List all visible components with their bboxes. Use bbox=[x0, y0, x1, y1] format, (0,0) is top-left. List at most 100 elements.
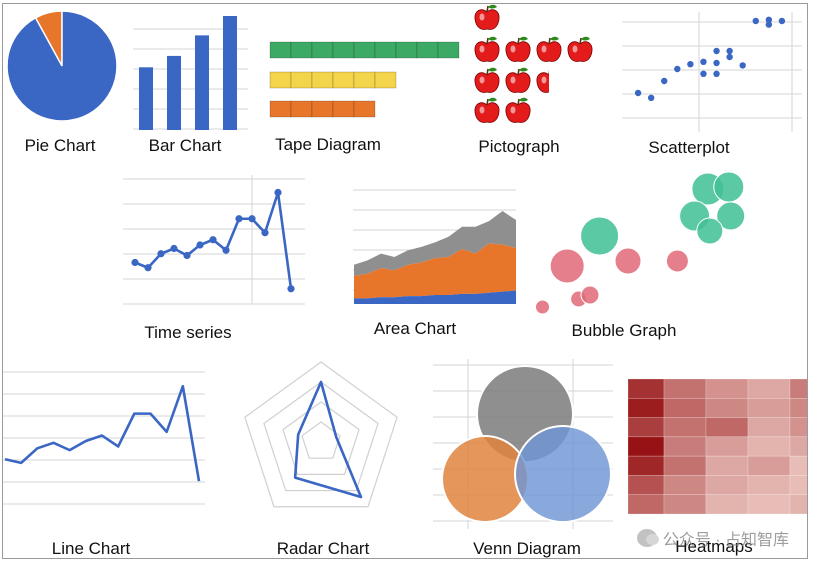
data-point bbox=[144, 264, 152, 272]
heatmap-caption: Heatmaps bbox=[675, 537, 753, 556]
heatmap-cell bbox=[627, 417, 665, 438]
heatmap-cell bbox=[627, 397, 665, 418]
pie-chart-caption: Pie Chart bbox=[24, 136, 96, 155]
tape-segment bbox=[311, 100, 334, 118]
tape-segment bbox=[290, 100, 313, 118]
scatterplot bbox=[622, 12, 802, 132]
heatmap-cell bbox=[747, 475, 791, 496]
heatmap-cell bbox=[747, 417, 791, 438]
tape-segment bbox=[374, 71, 397, 89]
tape-segment bbox=[332, 41, 355, 59]
scatter-point bbox=[700, 58, 707, 65]
apple-icon bbox=[505, 36, 531, 62]
apple-icon bbox=[474, 67, 500, 93]
bar-chart bbox=[133, 16, 248, 130]
radar-grid-ring bbox=[282, 401, 360, 475]
scatter-point bbox=[765, 21, 773, 28]
bar-chart-panel: Bar Chart bbox=[128, 4, 248, 164]
scatter-point bbox=[726, 47, 733, 55]
tape-segment bbox=[290, 71, 313, 89]
data-point bbox=[235, 215, 243, 223]
heatmap-cell bbox=[789, 494, 807, 515]
heatmap-cell bbox=[789, 475, 807, 496]
bubble bbox=[580, 285, 600, 305]
radar-chart-caption: Radar Chart bbox=[276, 539, 370, 558]
data-point bbox=[287, 285, 295, 293]
area-chart bbox=[353, 189, 516, 304]
radar-series bbox=[293, 380, 363, 499]
radar-grid-ring bbox=[244, 361, 398, 508]
area-chart-caption: Area Chart bbox=[373, 319, 457, 338]
bubble-graph bbox=[535, 171, 746, 315]
data-point bbox=[131, 258, 139, 267]
chart-types-collage: Pie Chart Bar Chart Tape Diagram Pictogr… bbox=[2, 3, 808, 559]
heatmap-panel: Heatmaps bbox=[627, 378, 807, 558]
tape-diagram-caption: Tape Diagram bbox=[275, 135, 381, 154]
tape-segment bbox=[269, 71, 292, 89]
area-series-gray bbox=[354, 211, 516, 276]
watermark-text: 公众号 · 占知智库 bbox=[662, 532, 789, 549]
data-point bbox=[222, 246, 230, 254]
bubble-graph-caption: Bubble Graph bbox=[571, 321, 677, 340]
scatter-point bbox=[687, 61, 694, 68]
data-point bbox=[170, 244, 178, 253]
heatmap-cell bbox=[789, 417, 807, 438]
tape-segment bbox=[353, 71, 376, 89]
watermark: 公众号 · 占知智库 bbox=[636, 526, 789, 550]
heatmap-cell bbox=[627, 455, 665, 476]
scatter-point bbox=[700, 70, 707, 78]
line-chart-caption: Line Chart bbox=[51, 539, 131, 558]
radar-grid-ring bbox=[263, 381, 379, 492]
heatmap-cell bbox=[663, 494, 707, 515]
apple-icon bbox=[505, 67, 531, 93]
tape-segment bbox=[311, 41, 334, 59]
heatmap-cell bbox=[789, 378, 807, 399]
scatter-point bbox=[752, 17, 759, 25]
bubble bbox=[535, 299, 550, 315]
series-line bbox=[4, 384, 201, 482]
venn-diagram-caption: Venn Diagram bbox=[473, 539, 581, 558]
heatmap-cell bbox=[705, 494, 749, 515]
heatmap-cell bbox=[663, 397, 707, 418]
venn-diagram-panel: Venn Diagram bbox=[433, 359, 618, 558]
heatmap-cell bbox=[705, 475, 749, 496]
area-chart-panel: Area Chart bbox=[348, 182, 518, 347]
area-series-orange bbox=[354, 243, 516, 299]
heatmap bbox=[627, 378, 807, 515]
tape-segment bbox=[269, 41, 292, 59]
heatmap-cell bbox=[747, 378, 791, 399]
heatmap-cell bbox=[627, 494, 665, 515]
pictograph bbox=[474, 4, 593, 123]
heatmap-cell bbox=[705, 417, 749, 438]
bar bbox=[195, 35, 209, 130]
tape-diagram-panel: Tape Diagram bbox=[263, 4, 463, 164]
heatmap-cell bbox=[747, 494, 791, 515]
apple-icon bbox=[474, 36, 500, 62]
scatter-point bbox=[765, 16, 773, 23]
heatmap-cell bbox=[663, 417, 707, 438]
apple-icon bbox=[474, 4, 500, 30]
bubble bbox=[580, 216, 620, 256]
bubble bbox=[549, 248, 585, 284]
bar bbox=[223, 16, 237, 130]
data-point bbox=[248, 215, 256, 223]
heatmap-cell bbox=[789, 455, 807, 476]
tape-segment bbox=[395, 41, 418, 59]
pie-slice bbox=[6, 10, 118, 122]
radar-chart bbox=[244, 361, 398, 508]
heatmap-cell bbox=[705, 436, 749, 457]
apple-icon bbox=[536, 36, 562, 62]
data-point bbox=[261, 229, 269, 237]
time-series-caption: Time series bbox=[144, 323, 232, 342]
tape-segment bbox=[416, 41, 439, 59]
data-point bbox=[157, 250, 165, 258]
tape-segment bbox=[332, 100, 355, 118]
heatmap-cell bbox=[789, 436, 807, 457]
scatter-point bbox=[634, 89, 642, 97]
heatmap-cell bbox=[663, 378, 707, 399]
heatmap-cell bbox=[705, 455, 749, 476]
tape-segment bbox=[374, 41, 397, 59]
bubble bbox=[713, 171, 745, 203]
line-chart-panel: Line Chart bbox=[3, 364, 213, 558]
scatter-point bbox=[674, 65, 681, 73]
